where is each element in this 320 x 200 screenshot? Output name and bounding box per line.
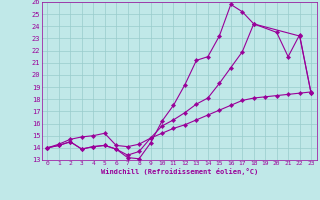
X-axis label: Windchill (Refroidissement éolien,°C): Windchill (Refroidissement éolien,°C) [100,168,258,175]
